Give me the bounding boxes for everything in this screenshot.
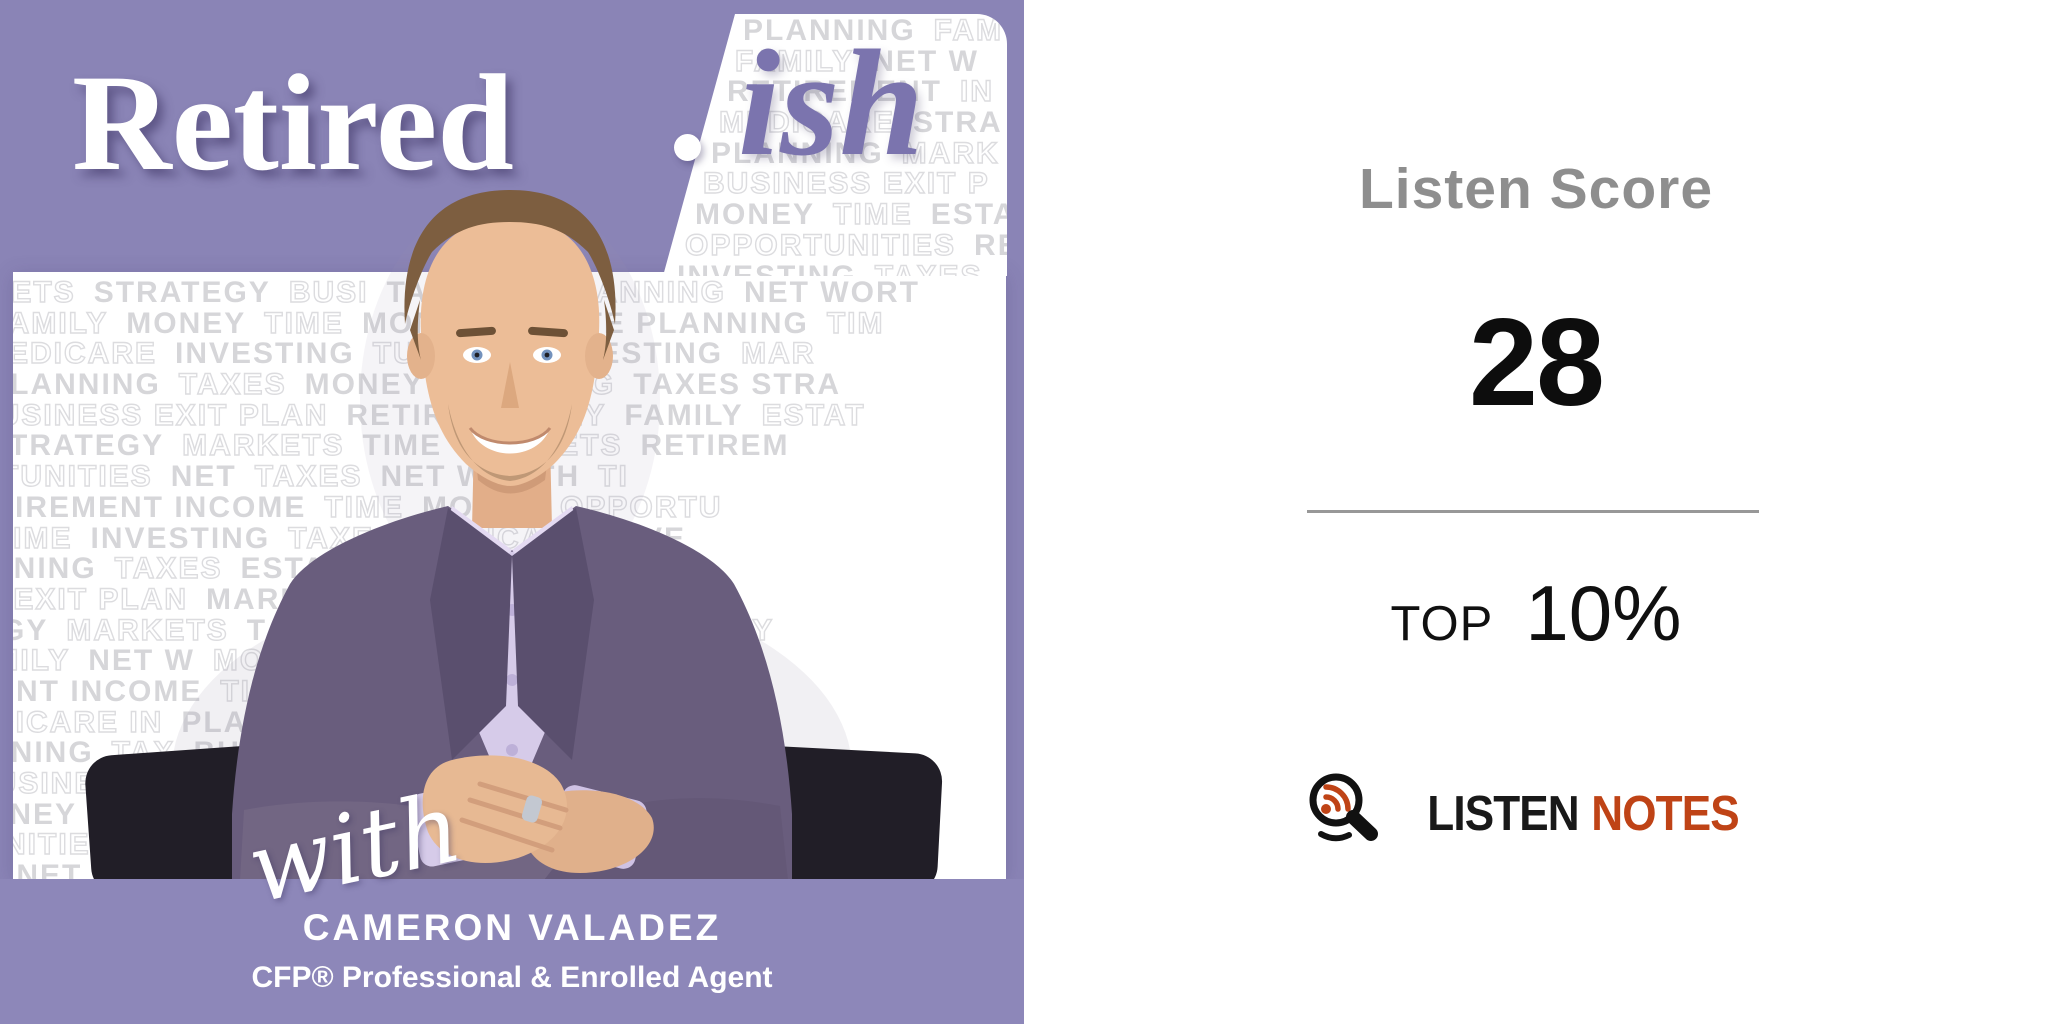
- host-portrait: [85, 190, 943, 895]
- brand-word-listen: LISTEN: [1427, 787, 1579, 841]
- title-dot-icon: [674, 134, 701, 161]
- cover-bottom-band: CAMERON VALADEZ CFP® Professional & Enro…: [0, 879, 1024, 1024]
- host-name: CAMERON VALADEZ: [302, 907, 722, 948]
- listen-score-card: Listen Score 28 TOP 10% LISTEN NOTES: [1024, 0, 2048, 1024]
- podcast-title-suffix: ish: [738, 19, 924, 187]
- brand-word-notes: NOTES: [1591, 787, 1739, 841]
- divider: [1307, 510, 1759, 513]
- listen-notes-magnifier-icon: [1309, 773, 1378, 842]
- listen-score-value: 28: [1469, 294, 1605, 432]
- host-credentials: CFP® Professional & Enrolled Agent: [251, 961, 773, 994]
- listen-notes-logo-link[interactable]: LISTEN NOTES: [1024, 770, 2048, 858]
- word-cloud-pattern-top: PLANNING FAM FAMILY NET W RETIREMENT IN MEDICA…: [677, 14, 1007, 276]
- rank-value: 10%: [1525, 569, 1682, 657]
- rank-label: TOP: [1390, 597, 1494, 651]
- podcast-title: Retired: [72, 46, 514, 199]
- listen-score-heading: Listen Score: [1358, 157, 1714, 221]
- rank-row: TOP 10%: [1024, 568, 2048, 659]
